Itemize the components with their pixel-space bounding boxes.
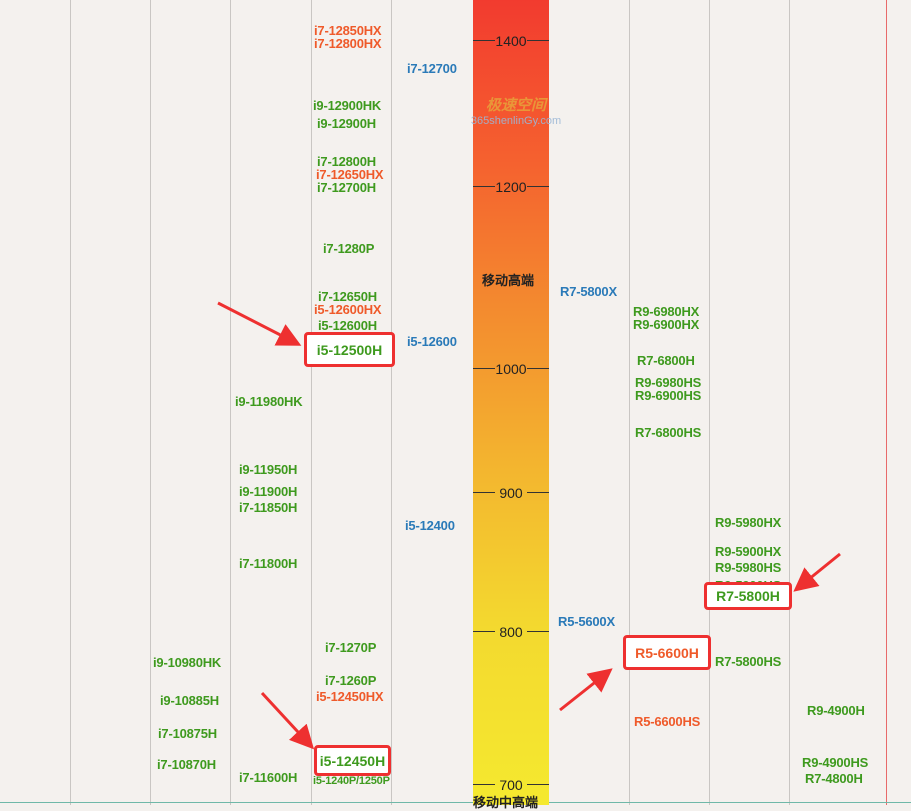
cpu-label: i7-11600H <box>239 770 298 785</box>
cpu-label: i9-11950H <box>239 462 298 477</box>
cpu-label: R9-5980HX <box>715 515 782 530</box>
cpu-label: R7-6800H <box>637 353 695 368</box>
column-divider <box>311 0 312 805</box>
cpu-label: i7-1270P <box>325 640 377 655</box>
cpu-label: i7-12800H <box>317 154 376 169</box>
tick-label: 1400 <box>495 33 527 49</box>
cpu-label: i9-12900H <box>317 116 376 131</box>
cpu-label: i7-12800HX <box>314 36 382 51</box>
tick-label: 800 <box>499 624 523 640</box>
cpu-label: R9-6980HS <box>635 375 702 390</box>
column-divider <box>709 0 710 805</box>
tick-label: 900 <box>499 485 523 501</box>
column-divider <box>230 0 231 805</box>
cpu-label: R9-6980HX <box>633 304 700 319</box>
cpu-label: i7-12650H <box>318 289 377 304</box>
cpu-label: R9-4900HS <box>802 755 869 770</box>
column-divider <box>70 0 71 805</box>
cpu-label: R5-5600X <box>558 614 615 629</box>
arrow-to-i5-12500h <box>217 301 302 346</box>
cpu-label: R9-5900HX <box>715 544 782 559</box>
cpu-label: i7-12650HX <box>316 167 384 182</box>
cpu-label: i9-12900HK <box>313 98 382 113</box>
cpu-label: R7-5800X <box>560 284 617 299</box>
cpu-label: i9-11900H <box>239 484 298 499</box>
tick-label: 1200 <box>495 179 527 195</box>
cpu-label-highlighted: i5-12500H <box>304 332 395 367</box>
score-scale: 1400 1200 1000 900 800 700 <box>473 0 549 805</box>
cpu-label-highlighted: R5-6600H <box>623 635 711 670</box>
cpu-label: R7-5800HS <box>715 654 782 669</box>
tick-label: 1000 <box>495 361 527 377</box>
cpu-label-highlighted: i5-12450H <box>314 745 391 776</box>
bottom-border <box>0 802 911 803</box>
cpu-label: i7-12850HX <box>314 23 382 38</box>
column-divider <box>629 0 630 805</box>
cpu-label: i7-10870H <box>157 757 216 772</box>
cpu-label: R7-6800HS <box>635 425 702 440</box>
arrow-to-r5-6600h <box>559 668 613 712</box>
cpu-label: i7-11800H <box>239 556 298 571</box>
scale-tick: 1200 <box>473 179 549 195</box>
cpu-label: i7-1260P <box>325 673 377 688</box>
scale-tick: 800 <box>473 624 549 640</box>
cpu-label-highlighted: R7-5800H <box>704 582 792 610</box>
cpu-label: i9-10885H <box>160 693 219 708</box>
right-border <box>886 0 887 805</box>
cpu-label: R9-4900H <box>807 703 865 718</box>
column-divider <box>150 0 151 805</box>
cpu-label: i5-12400 <box>405 518 455 533</box>
cpu-label: R9-6900HX <box>633 317 700 332</box>
cpu-label: R5-6600HS <box>634 714 701 729</box>
scale-tick: 700 <box>473 777 549 793</box>
cpu-label: i7-12700H <box>317 180 376 195</box>
cpu-label: i5-12450HX <box>316 689 384 704</box>
arrow-to-i5-12450h <box>260 691 315 750</box>
arrow-to-r7-5800h <box>793 552 841 592</box>
cpu-label: i5-1240P/1250P <box>313 775 390 787</box>
cpu-label: R9-6900HS <box>635 388 702 403</box>
cpu-label: R7-4800H <box>805 771 863 786</box>
cpu-label: i5-12600 <box>407 334 457 349</box>
scale-tick: 1000 <box>473 361 549 377</box>
cpu-label: i5-12600HX <box>314 302 382 317</box>
cpu-label: i9-11980HK <box>235 394 303 409</box>
cpu-label: i7-11850H <box>239 500 298 515</box>
scale-tick: 1400 <box>473 33 549 49</box>
column-divider <box>391 0 392 805</box>
cpu-label: i5-12600H <box>318 318 377 333</box>
cpu-label: i7-12700 <box>407 61 457 76</box>
cpu-label: R9-5980HS <box>715 560 782 575</box>
cpu-label: i7-10875H <box>158 726 217 741</box>
scale-tick: 900 <box>473 485 549 501</box>
cpu-label: i7-1280P <box>323 241 375 256</box>
tick-label: 700 <box>499 777 523 793</box>
column-divider <box>789 0 790 805</box>
tier-label-high: 移动高端 <box>482 273 535 288</box>
cpu-label: i9-10980HK <box>153 655 222 670</box>
